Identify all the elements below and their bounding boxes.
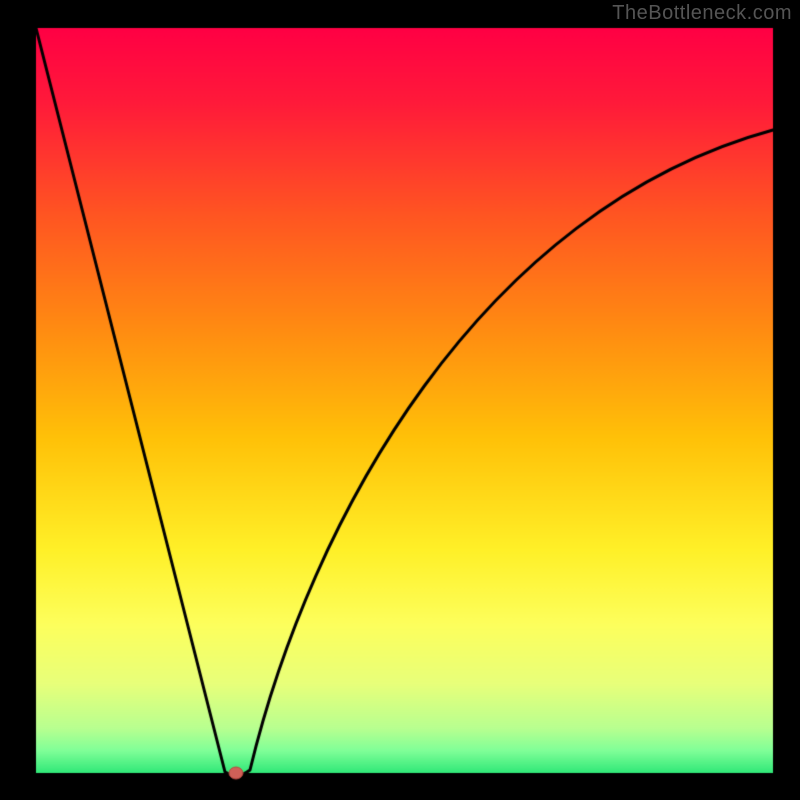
bottleneck-chart-canvas bbox=[0, 0, 800, 800]
watermark-text: TheBottleneck.com bbox=[612, 2, 792, 25]
chart-container: TheBottleneck.com bbox=[0, 0, 800, 800]
